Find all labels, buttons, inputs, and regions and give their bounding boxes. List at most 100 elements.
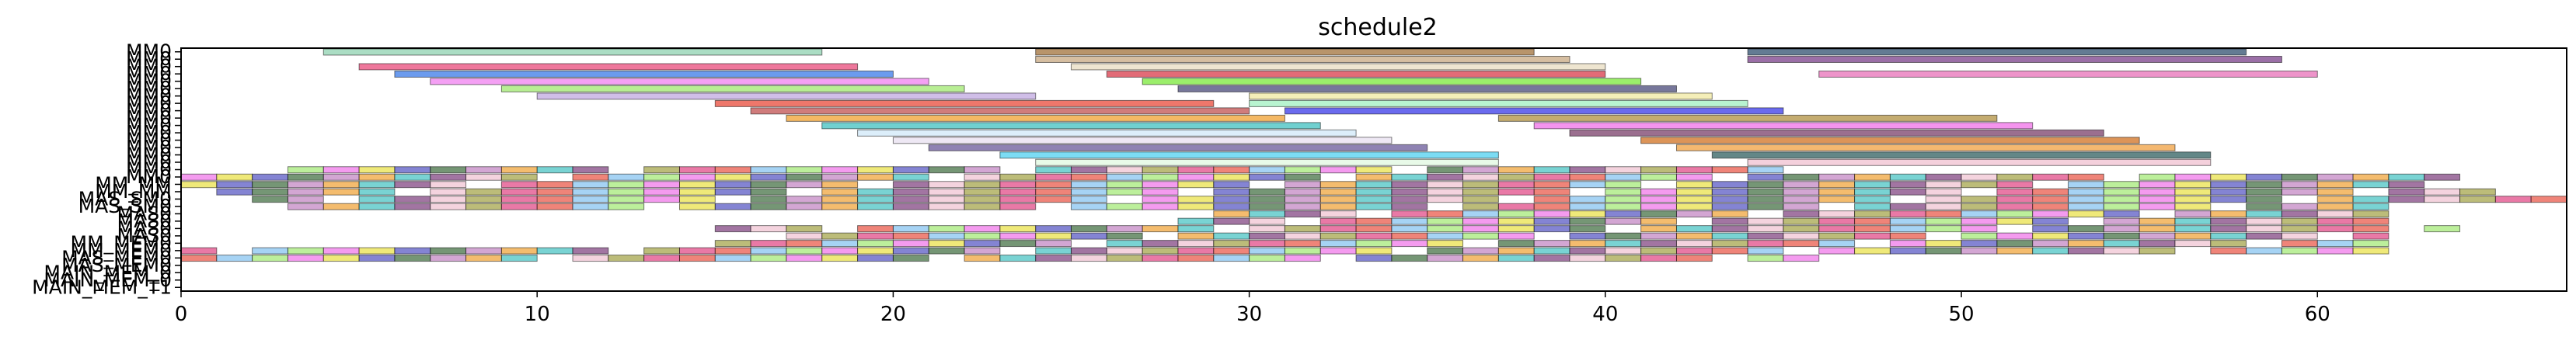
task-bar <box>1711 151 2212 159</box>
task-bar <box>1533 173 1570 181</box>
task-bar <box>1818 181 1856 189</box>
task-bar <box>786 255 823 262</box>
task-bar <box>608 196 645 203</box>
task-bar <box>1142 196 1179 203</box>
task-bar <box>358 188 396 196</box>
task-bar <box>1569 173 1606 181</box>
task-bar <box>1675 255 1713 262</box>
task-bar <box>786 173 823 181</box>
task-bar <box>999 232 1037 240</box>
task-bar <box>857 196 894 203</box>
task-bar <box>678 196 716 203</box>
task-bar <box>1818 247 1856 255</box>
task-bar <box>1640 217 1677 225</box>
task-bar <box>1355 255 1393 262</box>
task-bar <box>1675 240 1713 248</box>
task-bar <box>1177 225 1215 233</box>
task-bar <box>2139 188 2176 196</box>
task-bar <box>1711 225 1748 233</box>
task-bar <box>1035 232 1072 240</box>
task-bar <box>1854 181 1891 189</box>
task-bar <box>2352 225 2390 233</box>
task-bar <box>1747 158 2212 166</box>
task-bar <box>892 203 929 210</box>
task-bar <box>358 173 396 181</box>
task-bar <box>2103 188 2140 196</box>
task-bar <box>1961 247 1998 255</box>
task-bar <box>1569 232 1606 240</box>
task-bar <box>643 247 680 255</box>
task-bar <box>1177 166 1215 174</box>
task-bar <box>1391 188 1428 196</box>
y-tick-label: MM0 <box>126 114 172 137</box>
task-bar <box>2068 232 2104 240</box>
task-bar <box>678 173 716 181</box>
task-bar <box>322 247 360 255</box>
task-bar <box>1605 188 1642 196</box>
y-tick-label: MAS0 <box>117 210 172 232</box>
task-bar <box>857 247 894 255</box>
task-bar <box>1783 217 1820 225</box>
task-bar <box>1355 188 1393 196</box>
task-bar <box>1427 166 1464 174</box>
task-bar <box>1071 203 1107 210</box>
task-bar <box>1961 240 1998 248</box>
task-bar <box>572 188 609 196</box>
task-bar <box>2068 240 2104 248</box>
task-bar <box>216 181 253 189</box>
task-bar <box>1284 181 1321 189</box>
task-bar <box>821 166 859 174</box>
task-bar <box>500 181 538 189</box>
task-bar <box>1177 247 1215 255</box>
task-bar <box>1106 181 1143 189</box>
task-bar <box>1533 203 1570 210</box>
task-bar <box>928 232 965 240</box>
task-bar <box>1213 181 1250 189</box>
task-bar <box>1319 166 1357 174</box>
task-bar <box>1711 181 1748 189</box>
task-bar <box>1462 232 1499 240</box>
task-bar <box>1071 63 1606 71</box>
task-bar <box>786 225 823 233</box>
task-bar <box>857 225 894 233</box>
task-bar <box>394 196 431 203</box>
task-bar <box>1035 55 1570 63</box>
task-bar <box>1640 255 1677 262</box>
task-bar <box>2246 217 2282 225</box>
task-bar <box>1249 225 1285 233</box>
task-bar <box>1675 144 2176 151</box>
task-bar <box>678 203 716 210</box>
task-bar <box>1783 240 1820 248</box>
y-tick-label: MM0 <box>126 136 172 158</box>
task-bar <box>1711 203 1748 210</box>
y-tick-label: MM0 <box>126 47 172 70</box>
task-bar <box>1675 181 1713 189</box>
task-bar <box>1391 217 1428 225</box>
task-bar <box>1889 247 1926 255</box>
task-bar <box>1569 203 1606 210</box>
task-bar <box>608 203 645 210</box>
task-bar <box>2032 188 2069 196</box>
task-bar <box>500 166 538 174</box>
y-tick-label: MM0 <box>126 77 172 99</box>
task-bar <box>2281 181 2318 189</box>
x-tick-label: 50 <box>1948 303 1974 326</box>
task-bar <box>1071 188 1107 196</box>
task-bar <box>1675 173 1713 181</box>
task-bar <box>1284 107 1784 115</box>
y-tick-label: MM0 <box>126 92 172 114</box>
task-bar <box>2246 173 2282 181</box>
task-bar <box>1319 210 1357 218</box>
task-bar <box>857 173 894 181</box>
task-bar <box>2210 181 2247 189</box>
task-bar <box>928 188 965 196</box>
task-bar <box>1854 225 1891 233</box>
task-bar <box>821 188 859 196</box>
task-bar <box>287 166 324 174</box>
task-bar <box>1497 240 1535 248</box>
task-bar <box>857 232 894 240</box>
task-bar <box>1961 181 1998 189</box>
task-bar <box>1355 240 1393 248</box>
task-bar <box>2174 210 2212 218</box>
task-bar <box>465 203 502 210</box>
